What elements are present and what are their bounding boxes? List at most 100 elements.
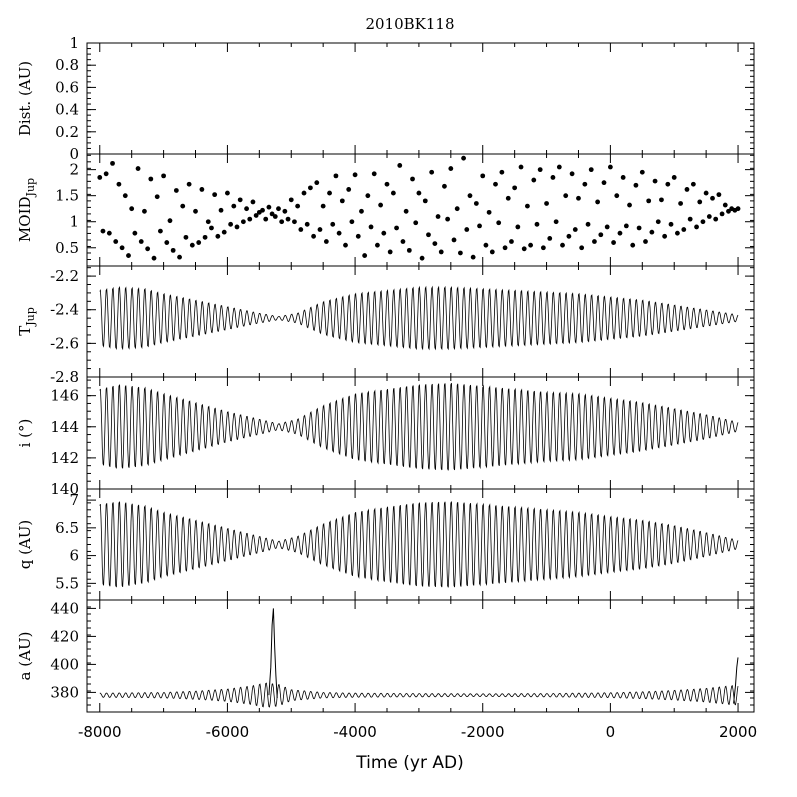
series-line	[99, 501, 739, 588]
scatter-point	[116, 181, 122, 187]
scatter-point	[416, 190, 422, 196]
y-axis-label-text: q (AU)	[16, 520, 34, 570]
scatter-point	[556, 164, 562, 170]
y-tick-label: 380	[50, 683, 79, 701]
scatter-point	[509, 239, 514, 244]
x-tick-label: -4000	[333, 723, 377, 741]
scatter-point	[598, 232, 604, 238]
y-axis-label-tjup: TJup	[16, 307, 37, 336]
scatter-point	[531, 177, 537, 183]
scatter-point	[454, 206, 460, 212]
scatter-point	[518, 164, 524, 170]
scatter-point	[678, 201, 683, 206]
scatter-point	[464, 227, 470, 232]
panel-moid: 0.5 1 1.5 2 MOIDJup	[16, 153, 755, 267]
scatter-point	[563, 193, 569, 199]
scatter-point	[697, 199, 703, 205]
scatter-point	[502, 245, 508, 251]
scatter-point	[196, 240, 202, 245]
scatter-point	[285, 216, 291, 222]
scatter-point	[614, 193, 620, 199]
scatter-point	[138, 239, 144, 244]
y-tick-label: 440	[50, 599, 79, 617]
scatter-point	[499, 169, 505, 175]
scatter-point	[231, 203, 237, 209]
scatter-point	[410, 176, 415, 182]
scatter-point	[636, 225, 642, 231]
scatter-point	[451, 237, 457, 243]
scatter-point	[333, 173, 339, 179]
y-axis-label-text: MOID	[16, 196, 34, 242]
scatter-point	[183, 234, 189, 240]
scatter-point	[671, 175, 677, 180]
scatter-point	[684, 187, 690, 192]
scatter-point	[301, 190, 307, 196]
scatter-point	[706, 214, 712, 219]
y-tick-label: 1	[69, 213, 79, 231]
scatter-point	[225, 190, 230, 196]
scatter-point	[560, 242, 565, 248]
scatter-point	[330, 221, 336, 227]
y-axis-label-moid: MOIDJup	[16, 178, 37, 242]
scatter-point	[687, 216, 693, 222]
scatter-point	[604, 224, 610, 230]
scatter-point	[719, 211, 725, 217]
scatter-point	[623, 223, 629, 229]
scatter-point	[426, 232, 431, 238]
scatter-point	[569, 171, 575, 177]
y-axis-label-text: a (AU)	[16, 632, 34, 681]
scatter-point	[681, 227, 687, 232]
scatter-point	[432, 241, 438, 247]
y-tick-label: -2.8	[50, 368, 79, 386]
scatter-point	[521, 246, 527, 252]
scatter-point	[722, 202, 728, 208]
scatter-point	[132, 230, 138, 236]
scatter-point	[473, 201, 479, 206]
scatter-point	[710, 195, 715, 201]
panel-q: 5.5 6 6.5 7 q (AU)	[16, 488, 755, 601]
scatter-point	[607, 164, 613, 170]
y-tick-label: 5.5	[55, 574, 79, 592]
chart-title: 2010BK118	[365, 15, 454, 33]
scatter-point	[266, 204, 272, 210]
panel-frame	[86, 153, 755, 267]
scatter-point	[445, 216, 451, 222]
scatter-point	[505, 195, 511, 201]
y-tick-label: -2.6	[50, 334, 79, 352]
scatter-point	[435, 214, 441, 219]
scatter-point	[726, 208, 731, 214]
scatter-point	[381, 230, 387, 236]
scatter-point	[646, 198, 652, 204]
scatter-point	[122, 193, 128, 199]
series-spike	[268, 608, 278, 699]
scatter-point	[186, 181, 192, 187]
scatter-point	[247, 216, 253, 222]
scatter-point	[397, 163, 403, 168]
scatter-point	[400, 239, 406, 244]
scatter-point	[359, 208, 364, 214]
scatter-point	[320, 203, 326, 209]
scatter-point	[240, 219, 246, 225]
scatter-point	[668, 221, 674, 227]
scatter-point	[279, 219, 285, 225]
scatter-point	[193, 208, 198, 214]
scatter-point	[576, 195, 581, 201]
panel-a: 380 400 420 440 a (AU)	[16, 599, 755, 713]
y-tick-label: 6	[69, 547, 79, 565]
y-tick-label: 1	[69, 34, 79, 52]
scatter-point	[652, 178, 658, 184]
scatter-point	[346, 187, 352, 192]
y-tick-label: 140	[50, 480, 79, 498]
scatter-point	[528, 242, 534, 248]
scatter-point	[177, 254, 182, 260]
scatter-point	[582, 181, 588, 187]
y-axis-label-incl: i (°)	[16, 419, 34, 448]
scatter-point	[126, 253, 131, 258]
y-axis-label-text: i (°)	[16, 419, 34, 448]
x-tick-label: 0	[606, 723, 616, 741]
scatter-point	[272, 214, 278, 219]
scatter-point	[592, 239, 597, 244]
scatter-point	[595, 199, 601, 205]
scatter-point	[627, 202, 632, 208]
scatter-point	[477, 223, 482, 229]
